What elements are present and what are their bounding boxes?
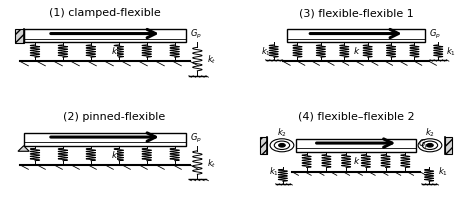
Text: (1) clamped-flexible: (1) clamped-flexible (49, 8, 161, 18)
Text: $k_1$: $k_1$ (269, 166, 279, 178)
Text: (3) flexible-flexible 1: (3) flexible-flexible 1 (299, 8, 413, 18)
Text: $k_t$: $k_t$ (207, 53, 216, 66)
Text: k: k (112, 151, 117, 160)
Text: (2) pinned-flexible: (2) pinned-flexible (63, 112, 165, 122)
Text: $k_2$: $k_2$ (277, 127, 287, 139)
Bar (445, 137, 452, 154)
Text: $G_p$: $G_p$ (418, 137, 430, 151)
Bar (260, 137, 267, 154)
Text: $k_1$: $k_1$ (438, 166, 448, 178)
Text: $G_p$: $G_p$ (190, 131, 202, 145)
Text: k: k (112, 47, 117, 56)
Circle shape (427, 144, 433, 147)
Circle shape (279, 144, 285, 147)
Text: $k_1$: $k_1$ (447, 46, 456, 58)
Bar (24, 133, 186, 146)
Text: k: k (353, 157, 359, 166)
Text: $k_2$: $k_2$ (425, 127, 435, 139)
Bar (296, 139, 416, 152)
Text: $G_p$: $G_p$ (429, 28, 441, 41)
Bar (286, 29, 425, 42)
Text: $k_1$: $k_1$ (261, 46, 271, 58)
Polygon shape (18, 146, 29, 151)
Bar (24, 29, 186, 42)
Text: $k_t$: $k_t$ (207, 157, 216, 170)
Text: (4) flexible–flexible 2: (4) flexible–flexible 2 (298, 112, 414, 122)
Bar (15, 29, 24, 43)
Text: k: k (353, 47, 359, 56)
Text: $G_p$: $G_p$ (190, 28, 202, 41)
